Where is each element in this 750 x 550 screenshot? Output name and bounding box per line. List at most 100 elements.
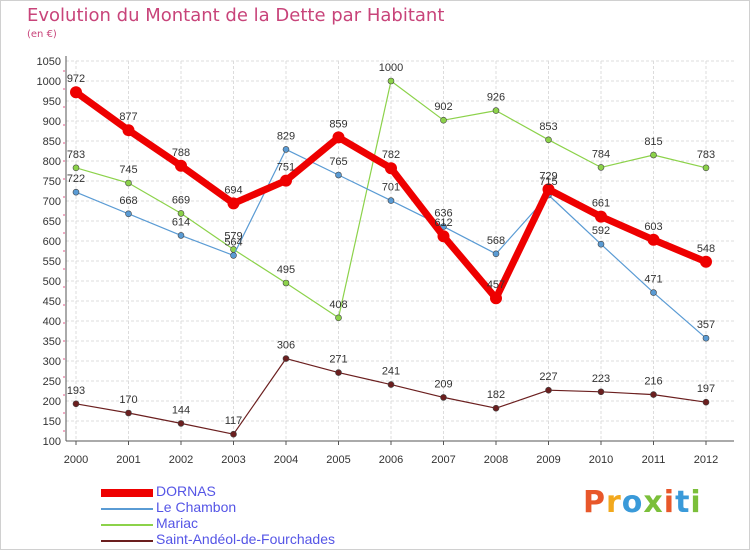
data-point bbox=[125, 409, 132, 417]
legend-swatch bbox=[101, 540, 153, 542]
data-point bbox=[647, 233, 660, 246]
data-point bbox=[542, 183, 555, 196]
data-point bbox=[702, 164, 710, 172]
data-point bbox=[437, 230, 450, 243]
data-point bbox=[597, 388, 605, 396]
data-label: 745 bbox=[119, 164, 137, 176]
data-label: 661 bbox=[592, 198, 610, 210]
data-label: 859 bbox=[329, 118, 347, 130]
data-label: 271 bbox=[329, 354, 347, 366]
data-point bbox=[72, 400, 80, 408]
data-point bbox=[122, 124, 135, 137]
legend-swatch bbox=[101, 489, 153, 497]
y-tick-label: 700 bbox=[43, 196, 61, 208]
data-label: 408 bbox=[329, 299, 347, 311]
data-point bbox=[72, 164, 80, 172]
y-tick-label: 250 bbox=[43, 376, 61, 388]
y-tick-label: 300 bbox=[43, 356, 61, 368]
data-point bbox=[387, 381, 395, 388]
data-label: 564 bbox=[224, 236, 242, 248]
data-point bbox=[335, 314, 342, 322]
data-label: 592 bbox=[592, 225, 610, 237]
data-label: 471 bbox=[644, 274, 662, 286]
logo-letter: t bbox=[675, 485, 691, 520]
data-point bbox=[280, 174, 292, 187]
data-label: 784 bbox=[592, 148, 610, 160]
data-point bbox=[597, 240, 605, 248]
logo-letter: i bbox=[663, 485, 676, 520]
data-point bbox=[282, 146, 290, 153]
y-tick-label: 400 bbox=[43, 316, 61, 328]
data-point bbox=[545, 386, 552, 394]
x-tick-label: 2002 bbox=[169, 454, 193, 466]
x-tick-label: 2000 bbox=[64, 454, 88, 466]
logo-letter: x bbox=[643, 485, 664, 520]
data-label: 715 bbox=[539, 176, 557, 188]
data-label: 694 bbox=[224, 184, 242, 196]
data-point bbox=[72, 188, 80, 196]
y-tick-label: 900 bbox=[43, 116, 61, 128]
data-label: 729 bbox=[539, 170, 557, 182]
data-label: 1000 bbox=[379, 62, 403, 74]
data-point bbox=[177, 420, 185, 427]
data-point bbox=[440, 394, 447, 401]
data-label: 241 bbox=[382, 366, 400, 378]
data-label: 227 bbox=[539, 371, 557, 383]
data-label: 568 bbox=[487, 235, 505, 247]
proxiti-logo: Proxiti bbox=[583, 485, 702, 520]
data-label: 182 bbox=[487, 389, 505, 401]
data-point bbox=[230, 252, 237, 259]
data-label: 197 bbox=[697, 383, 715, 395]
data-point bbox=[650, 391, 657, 398]
data-point bbox=[335, 369, 342, 376]
data-point bbox=[175, 159, 187, 172]
x-tick-label: 2003 bbox=[221, 454, 245, 466]
data-point bbox=[177, 210, 185, 217]
y-tick-label: 1000 bbox=[37, 76, 61, 88]
data-point bbox=[700, 255, 712, 268]
x-tick-label: 2012 bbox=[694, 454, 718, 466]
data-point bbox=[440, 116, 447, 124]
data-point bbox=[332, 131, 345, 144]
data-point bbox=[492, 107, 500, 114]
data-point bbox=[227, 197, 240, 210]
data-label: 193 bbox=[67, 385, 85, 397]
data-point bbox=[385, 162, 397, 175]
data-label: 972 bbox=[67, 73, 85, 85]
x-tick-label: 2008 bbox=[484, 454, 508, 466]
data-point bbox=[492, 250, 500, 258]
legend-label: Mariac bbox=[156, 515, 199, 531]
x-tick-label: 2007 bbox=[431, 454, 455, 466]
y-tick-label: 150 bbox=[43, 416, 61, 428]
data-label: 783 bbox=[697, 149, 715, 161]
data-label: 853 bbox=[539, 121, 557, 133]
data-point bbox=[595, 210, 607, 223]
logo-letter: r bbox=[606, 485, 622, 520]
logo-letter: i bbox=[690, 485, 702, 520]
data-label: 722 bbox=[67, 173, 85, 185]
data-label: 170 bbox=[119, 394, 137, 406]
y-tick-label: 650 bbox=[43, 216, 61, 228]
data-label: 877 bbox=[119, 111, 137, 123]
data-label: 209 bbox=[434, 378, 452, 390]
data-point bbox=[490, 292, 502, 305]
logo-letter: o bbox=[621, 485, 644, 520]
data-point bbox=[125, 179, 132, 187]
data-label: 612 bbox=[434, 217, 452, 229]
data-point bbox=[335, 171, 342, 179]
x-tick-label: 2006 bbox=[379, 454, 403, 466]
data-label: 457 bbox=[487, 279, 505, 291]
x-tick-label: 2004 bbox=[274, 454, 298, 466]
data-label: 669 bbox=[172, 194, 190, 206]
data-point bbox=[177, 232, 185, 239]
data-point bbox=[597, 164, 605, 171]
y-tick-label: 850 bbox=[43, 136, 61, 148]
y-tick-label: 750 bbox=[43, 176, 61, 188]
data-point bbox=[387, 197, 395, 204]
data-point bbox=[650, 289, 657, 296]
data-label: 579 bbox=[224, 230, 242, 242]
data-label: 668 bbox=[119, 195, 137, 207]
data-label: 765 bbox=[329, 156, 347, 168]
chart-title: Evolution du Montant de la Dette par Hab… bbox=[27, 5, 445, 26]
